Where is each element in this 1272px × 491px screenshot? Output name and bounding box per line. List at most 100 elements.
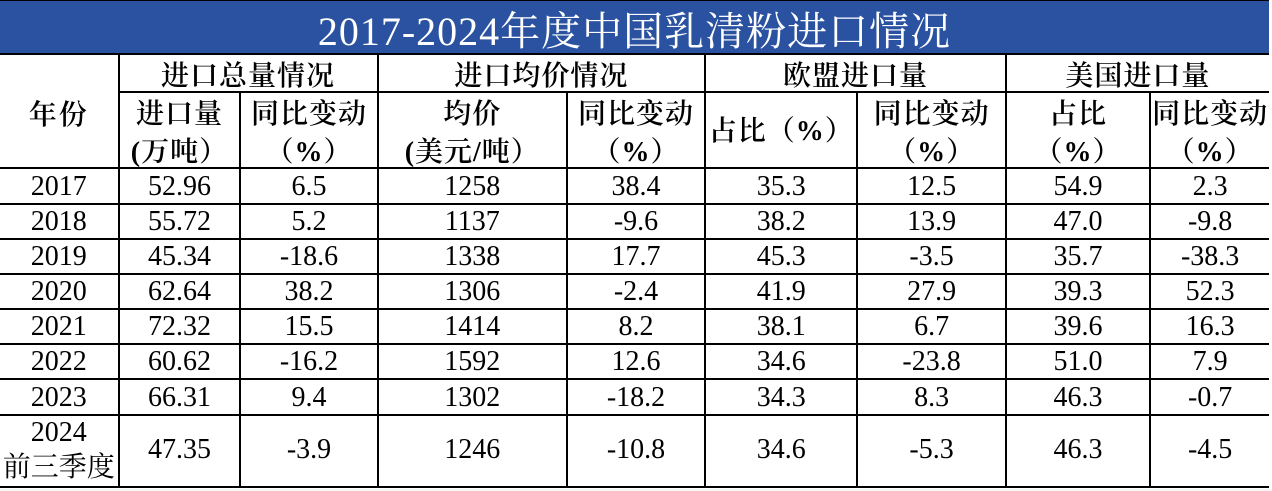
value-cell: 6.5 (239, 167, 379, 205)
value-cell: 41.9 (704, 273, 859, 311)
value-cell: 38.2 (704, 202, 859, 240)
value-cell: 47.35 (117, 413, 242, 488)
table-body: 2017 52.96 6.5 1258 38.4 35.3 12.5 54.9 2.3 2018 5… (0, 167, 1269, 488)
table-row: 2022 60.62 -16.2 1592 12.6 34.6 -23.8 51.0 7.9 (0, 343, 1269, 381)
value-cell: 16.3 (1149, 308, 1269, 346)
value-cell: 1306 (376, 273, 568, 311)
value-cell: 9.4 (239, 378, 379, 416)
year-cell: 2023 (0, 378, 120, 416)
value-cell: 52.96 (117, 167, 242, 205)
value-cell: 62.64 (117, 273, 242, 311)
value-cell: 1338 (376, 237, 568, 276)
table-title: 2017-2024年度中国乳清粉进口情况 (317, 8, 952, 54)
value-cell: 5.2 (239, 202, 379, 240)
sub-header: 同比变动 （%） (239, 92, 379, 170)
value-cell: -9.6 (565, 202, 707, 240)
value-cell: 13.9 (856, 202, 1007, 240)
value-cell: 6.7 (856, 308, 1007, 346)
group-header: 美国进口量 (1004, 55, 1269, 94)
value-cell: 1414 (376, 308, 568, 346)
sub-header: 占比（%） (704, 92, 859, 170)
value-cell: -3.5 (856, 237, 1007, 276)
value-cell: 1592 (376, 343, 568, 381)
value-cell: 45.34 (117, 237, 242, 276)
group-header: 进口均价情况 (376, 55, 707, 94)
value-cell: 38.2 (239, 273, 379, 311)
value-cell: 34.3 (704, 378, 859, 416)
group-header-row: 年份 进口总量情况 进口均价情况 欧盟进口量 美国进口量 (0, 55, 1269, 170)
table-header: 年份 进口总量情况 进口均价情况 欧盟进口量 美国进口量 进口量 (万吨） 同比变动 （%）… (0, 55, 1269, 170)
header-year: 年份 (0, 55, 120, 170)
value-cell: -38.3 (1149, 237, 1269, 276)
bottom-page-strip (0, 488, 1272, 491)
import-table: 年份 进口总量情况 进口均价情况 欧盟进口量 美国进口量 进口量 (万吨） 同比变动 （%）… (0, 55, 1269, 488)
value-cell: -9.8 (1149, 202, 1269, 240)
value-cell: 72.32 (117, 308, 242, 346)
value-cell: -23.8 (856, 343, 1007, 381)
value-cell: 46.3 (1004, 378, 1152, 416)
table-row: 2023 66.31 9.4 1302 -18.2 34.3 8.3 46.3 -0.7 (0, 378, 1269, 416)
value-cell: 1302 (376, 378, 568, 416)
table-row: 2024 前三季度 47.35 -3.9 1246 -10.8 34.6 -5.3 46.3-… (0, 413, 1269, 488)
value-cell: 54.9 (1004, 167, 1152, 205)
value-cell: 35.7 (1004, 237, 1152, 276)
sub-header-row: 进口量 (万吨） 同比变动 （%） 均价 (美元/吨） 同比变动 （%） 占比（%） 同比… (0, 92, 1269, 170)
table-row: 2019 45.34 -18.6 1338 17.7 45.3 -3.5 35.7 -38.3 (0, 237, 1269, 276)
table-row: 2018 55.72 5.2 1137 -9.6 38.2 13.9 47.0 -9.8 (0, 202, 1269, 240)
sub-header: 占比 （%） (1004, 92, 1152, 170)
year-cell: 2019 (0, 237, 120, 276)
year-cell: 2017 (0, 167, 120, 205)
value-cell: -10.8 (565, 413, 707, 488)
value-cell: 34.6 (704, 343, 859, 381)
value-cell: -5.3 (856, 413, 1007, 488)
value-cell: 1258 (376, 167, 568, 205)
value-cell: 39.3 (1004, 273, 1152, 311)
sub-header: 同比变动 （%） (565, 92, 707, 170)
group-header: 欧盟进口量 (704, 55, 1007, 94)
sub-header: 均价 (美元/吨） (376, 92, 568, 170)
value-cell: 38.1 (704, 308, 859, 346)
value-cell: -4.5 (1149, 413, 1269, 488)
value-cell: -3.9 (239, 413, 379, 488)
sub-header: 同比变动 （%） (856, 92, 1007, 170)
value-cell: 35.3 (704, 167, 859, 205)
value-cell: 2.3 (1149, 167, 1269, 205)
value-cell: 39.6 (1004, 308, 1152, 346)
value-cell: 46.3 (1004, 413, 1152, 488)
year-cell: 2024 前三季度 (0, 413, 120, 488)
value-cell: -2.4 (565, 273, 707, 311)
sub-header: 同比变动 （%） (1149, 92, 1269, 170)
value-cell: 15.5 (239, 308, 379, 346)
value-cell: 66.31 (117, 378, 242, 416)
value-cell: 60.62 (117, 343, 242, 381)
value-cell: -18.6 (239, 237, 379, 276)
value-cell: 8.3 (856, 378, 1007, 416)
year-cell: 2020 (0, 273, 120, 311)
year-cell: 2022 (0, 343, 120, 381)
value-cell: -16.2 (239, 343, 379, 381)
value-cell: 45.3 (704, 237, 859, 276)
value-cell: 51.0 (1004, 343, 1152, 381)
table-title-bar: 2017-2024年度中国乳清粉进口情况 (0, 0, 1269, 56)
group-header: 进口总量情况 (117, 55, 379, 94)
value-cell: 27.9 (856, 273, 1007, 311)
value-cell: -18.2 (565, 378, 707, 416)
table-row: 2020 62.64 38.2 1306 -2.4 41.9 27.9 39.3 52.3 (0, 273, 1269, 311)
year-cell: 2018 (0, 202, 120, 240)
table-row: 2021 72.32 15.5 1414 8.2 38.1 6.7 39.6 16.3 (0, 308, 1269, 346)
table-row: 2017 52.96 6.5 1258 38.4 35.3 12.5 54.9 2.3 (0, 167, 1269, 205)
value-cell: 34.6 (704, 413, 859, 488)
value-cell: 17.7 (565, 237, 707, 276)
value-cell: 8.2 (565, 308, 707, 346)
value-cell: 55.72 (117, 202, 242, 240)
value-cell: 1137 (376, 202, 568, 240)
value-cell: 7.9 (1149, 343, 1269, 381)
value-cell: 47.0 (1004, 202, 1152, 240)
value-cell: 1246 (376, 413, 568, 488)
value-cell: 52.3 (1149, 273, 1269, 311)
value-cell: -0.7 (1149, 378, 1269, 416)
value-cell: 38.4 (565, 167, 707, 205)
year-cell: 2021 (0, 308, 120, 346)
value-cell: 12.6 (565, 343, 707, 381)
